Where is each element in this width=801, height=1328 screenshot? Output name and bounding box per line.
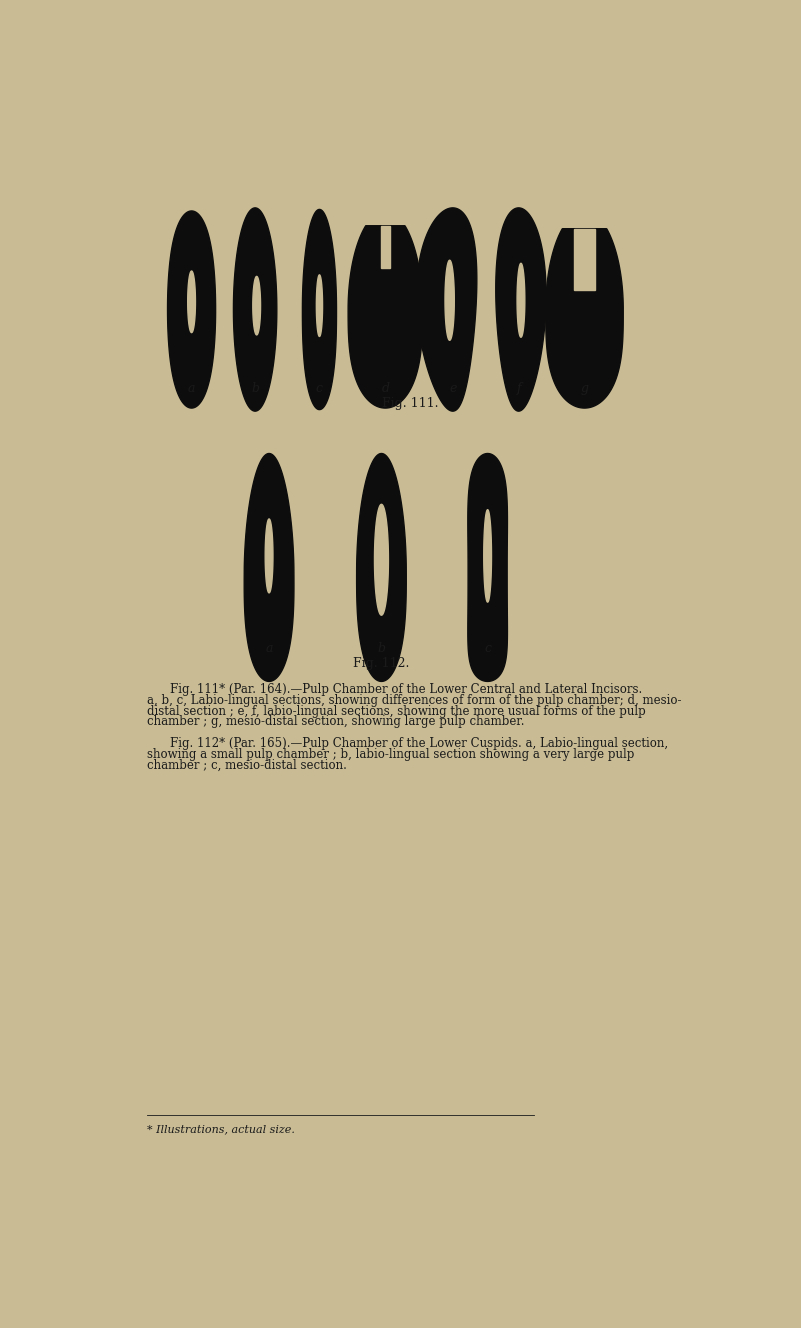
Polygon shape [187,271,195,332]
Text: a: a [265,641,273,655]
Text: Fig. 112.: Fig. 112. [353,657,409,671]
Polygon shape [253,276,260,335]
Polygon shape [167,211,215,408]
Text: d: d [381,381,389,394]
Text: distal section ; e, f, labio-lingual sections, showing the more usual forms of t: distal section ; e, f, labio-lingual sec… [147,705,646,717]
Text: a, b, c, Labio-lingual sections, showing differences of form of the pulp chamber: a, b, c, Labio-lingual sections, showing… [147,693,681,706]
Polygon shape [380,226,390,268]
Polygon shape [303,210,336,409]
Text: a: a [187,381,195,394]
Text: b: b [252,381,260,394]
Text: Fig. 111* (Par. 164).—Pulp Chamber of the Lower Central and Lateral Incisors.: Fig. 111* (Par. 164).—Pulp Chamber of th… [170,683,642,696]
Polygon shape [244,453,294,681]
Text: g: g [581,381,589,394]
Polygon shape [356,453,406,681]
Text: chamber ; g, mesio-distal section, showing large pulp chamber.: chamber ; g, mesio-distal section, showi… [147,716,524,728]
Polygon shape [468,453,508,681]
Polygon shape [445,260,454,340]
Polygon shape [484,510,492,602]
Text: c: c [316,381,323,394]
Text: b: b [377,641,385,655]
Text: c: c [484,641,491,655]
Text: Fig. 111.: Fig. 111. [382,397,438,410]
Text: e: e [449,381,457,394]
Polygon shape [348,226,422,408]
Polygon shape [265,519,273,592]
Polygon shape [574,228,595,291]
Text: showing a small pulp chamber ; b, labio-lingual section showing a very large pul: showing a small pulp chamber ; b, labio-… [147,748,634,761]
Polygon shape [316,275,323,336]
Polygon shape [517,263,525,337]
Text: Fig. 112* (Par. 165).—Pulp Chamber of the Lower Cuspids. a, Labio-lingual sectio: Fig. 112* (Par. 165).—Pulp Chamber of th… [170,737,668,750]
Polygon shape [417,208,477,412]
Polygon shape [545,228,623,408]
Text: * Illustrations, actual size.: * Illustrations, actual size. [147,1125,295,1134]
Polygon shape [375,505,388,615]
Text: f: f [517,381,521,394]
Text: chamber ; c, mesio-distal section.: chamber ; c, mesio-distal section. [147,758,347,772]
Polygon shape [233,208,277,412]
Polygon shape [496,208,546,412]
